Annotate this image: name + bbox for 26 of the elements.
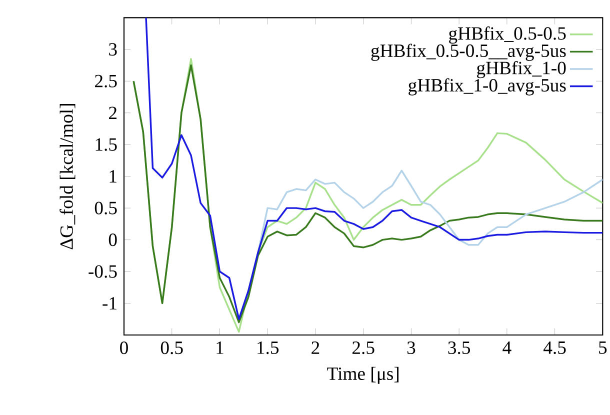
x-tick-label: 0: [120, 341, 128, 354]
y-tick-label: 1: [110, 170, 116, 182]
y-tick-label: 1.5: [96, 138, 117, 151]
x-axis-title: Time [μs]: [327, 366, 398, 384]
y-tick-label: 0.5: [94, 202, 117, 214]
y-tick-label: 3: [109, 43, 117, 56]
x-tick-label: 2.5: [352, 341, 374, 354]
x-tick-label: 1.5: [258, 341, 279, 354]
legend-label: gHBfix_1-0: [477, 60, 566, 78]
legend-label: gHBfix_1-0_avg-5us: [408, 78, 566, 96]
y-tick-label: -1: [102, 297, 116, 310]
y-tick-label: 2.5: [94, 74, 117, 88]
x-tick-label: 4.5: [543, 341, 566, 354]
x-tick-label: 0.5: [160, 341, 183, 354]
legend-label: gHBfix_0.5-0.5__avg-5us: [371, 44, 566, 61]
y-tick-label: 2: [108, 106, 116, 120]
x-tick-label: 3: [407, 341, 416, 354]
x-tick-label: 3.5: [448, 341, 470, 354]
x-tick-label: 5: [599, 341, 607, 354]
x-tick-label: 1: [216, 341, 224, 354]
legend-label: gHBfix_0.5-0.5: [449, 26, 566, 44]
y-axis-title: ΔG_fold [kcal/mol]: [60, 104, 76, 250]
x-tick-label: 4: [502, 341, 512, 354]
x-tick-label: 2: [312, 341, 320, 354]
y-tick-label: -0.5: [88, 265, 117, 278]
y-tick-label: 0: [108, 233, 117, 246]
